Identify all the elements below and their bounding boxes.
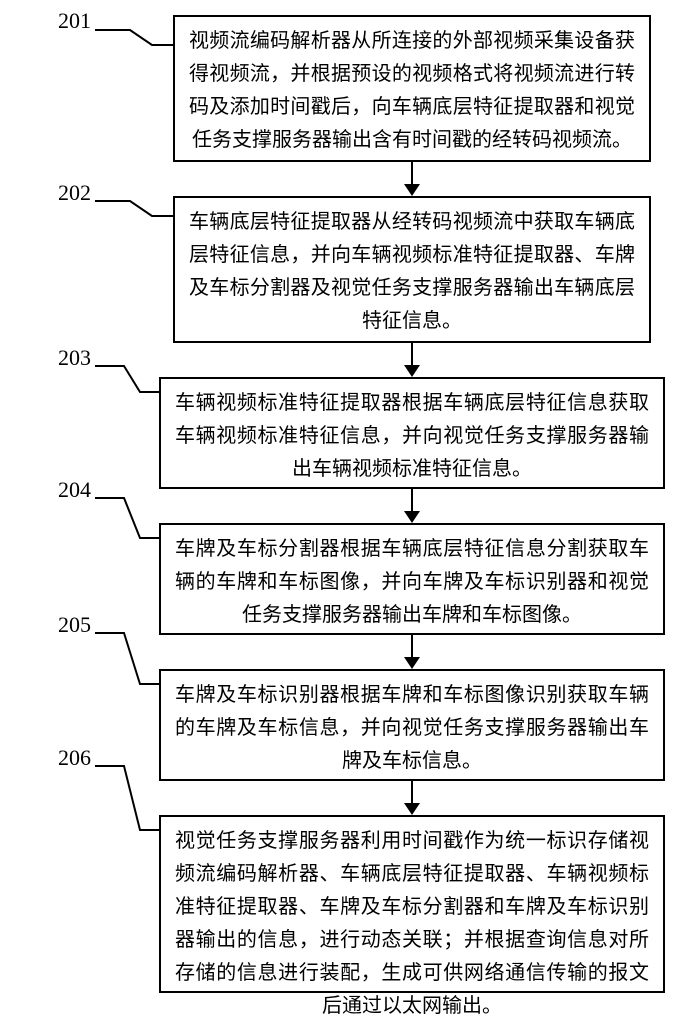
step-label-203: 203 [58, 345, 91, 371]
step-label-204: 204 [58, 477, 91, 503]
arrow-b5-b6 [402, 781, 422, 817]
lead-line-204 [93, 496, 161, 540]
step-label-201: 201 [58, 8, 91, 34]
arrow-b4-b5 [402, 635, 422, 671]
step-label-202: 202 [58, 180, 91, 206]
flow-step-b4: 车牌及车标分割器根据车辆底层特征信息分割获取车辆的车牌和车标图像，并向车牌及车标… [159, 523, 665, 635]
lead-line-205 [93, 631, 161, 686]
flow-step-b3: 车辆视频标准特征提取器根据车辆底层特征信息获取车辆视频标准特征信息，并向视觉任务… [159, 377, 665, 489]
step-label-206: 206 [58, 745, 91, 771]
flow-step-b1: 视频流编码解析器从所连接的外部视频采集设备获得视频流，并根据预设的视频格式将视频… [173, 15, 651, 162]
lead-line-202 [93, 199, 175, 218]
flowchart-canvas: 视频流编码解析器从所连接的外部视频采集设备获得视频流，并根据预设的视频格式将视频… [0, 0, 699, 1000]
lead-line-203 [93, 364, 161, 394]
flow-step-b6: 视觉任务支撑服务器利用时间戳作为统一标识存储视频流编码解析器、车辆底层特征提取器… [159, 815, 665, 993]
flow-step-b2: 车辆底层特征提取器从经转码视频流中获取车辆底层特征信息，并向车辆视频标准特征提取… [173, 196, 651, 343]
flow-step-b5: 车牌及车标识别器根据车牌和车标图像识别获取车辆的车牌及车标信息，并向视觉任务支撑… [159, 669, 665, 781]
step-label-205: 205 [58, 612, 91, 638]
arrow-b1-b2 [402, 162, 422, 198]
lead-line-201 [93, 28, 175, 47]
arrow-b2-b3 [402, 343, 422, 379]
arrow-b3-b4 [402, 489, 422, 525]
lead-line-206 [93, 764, 161, 832]
